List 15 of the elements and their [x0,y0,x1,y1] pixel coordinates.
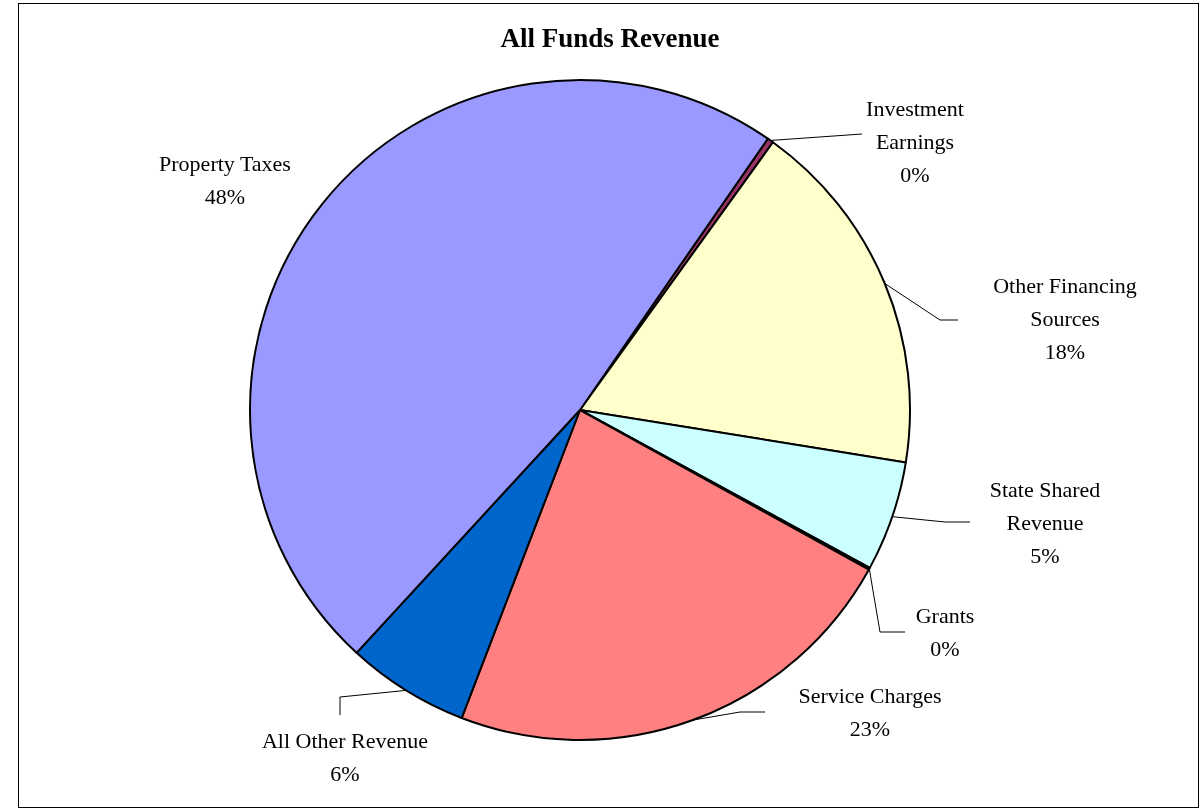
slice-label: All Other Revenue [261,728,429,753]
data-label: 5% [1030,543,1060,568]
data-label: 23% [849,716,891,741]
legend-label: Other Financing Sources [993,273,1137,331]
slice-label: Property Taxes [159,151,291,176]
data-label: 0% [930,636,960,661]
slice-label: State Shared Revenue [989,477,1101,535]
data-label: 6% [330,761,360,786]
data-label: 0% [900,162,930,187]
slice-label: Grants [915,603,975,628]
data-label: 48% [204,184,246,209]
slice-label: Investment Earnings [866,96,964,154]
chart-title: All Funds Revenue [500,23,720,53]
slice-label: Service Charges [798,683,942,708]
data-label: 18% [1044,339,1086,364]
